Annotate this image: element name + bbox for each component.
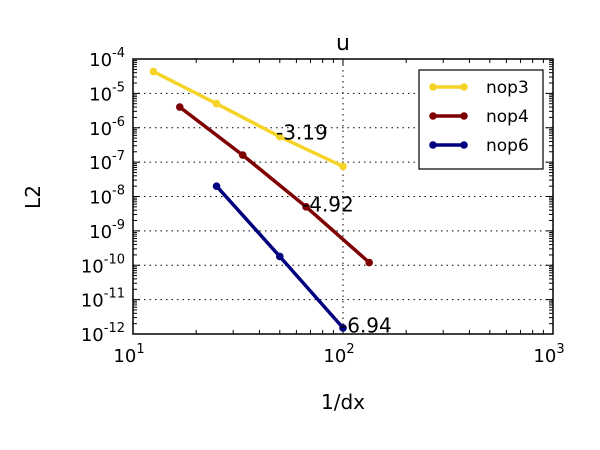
legend-label: nop6 bbox=[486, 136, 529, 156]
y-axis-label: L2 bbox=[21, 185, 45, 209]
grid-lines bbox=[133, 59, 553, 334]
y-tick-label: 10-12 bbox=[81, 321, 125, 346]
y-tick-label: 10-4 bbox=[89, 46, 125, 71]
data-point bbox=[149, 67, 158, 76]
data-point bbox=[212, 182, 221, 190]
series-nop3 bbox=[149, 67, 347, 171]
series-layer bbox=[149, 67, 374, 332]
data-point bbox=[339, 324, 347, 332]
plot-frame bbox=[132, 58, 554, 335]
x-axis-label: 1/dx bbox=[321, 390, 365, 414]
legend-item-nop6: nop6 bbox=[429, 136, 529, 156]
legend-item-nop4: nop4 bbox=[429, 107, 529, 127]
y-tick-label: 10-5 bbox=[89, 80, 125, 105]
data-point bbox=[238, 151, 247, 159]
legend-label: nop4 bbox=[486, 107, 529, 127]
y-tick-label: 10-6 bbox=[89, 115, 125, 140]
x-tick-label: 102 bbox=[323, 342, 354, 367]
x-tick-label: 101 bbox=[113, 342, 144, 367]
data-point bbox=[365, 258, 374, 267]
slope-label: -4.92 bbox=[302, 193, 354, 217]
series-nop6 bbox=[212, 182, 347, 332]
y-tick-labels: 10-4 10-5 10-6 10-7 10-8 10-9 10-10 10-11 10-12 bbox=[81, 46, 125, 346]
data-point bbox=[275, 252, 284, 261]
x-tick-label: 103 bbox=[533, 342, 564, 367]
slope-label: -3.19 bbox=[276, 121, 328, 145]
data-point bbox=[175, 103, 184, 111]
legend-label: nop3 bbox=[486, 78, 529, 98]
y-tick-label: 10-9 bbox=[89, 218, 125, 243]
data-point bbox=[275, 132, 284, 141]
x-tick-labels: 101 102 103 bbox=[113, 342, 564, 367]
data-point bbox=[302, 203, 310, 211]
series-nop4 bbox=[175, 103, 374, 267]
y-tick-label: 10-7 bbox=[89, 149, 125, 174]
y-tick-label: 10-11 bbox=[81, 287, 125, 312]
chart-title: u bbox=[336, 31, 350, 56]
legend-item-nop3: nop3 bbox=[429, 78, 529, 98]
y-tick-label: 10-10 bbox=[81, 252, 125, 277]
y-tick-label: 10-8 bbox=[89, 184, 125, 209]
data-point bbox=[339, 162, 347, 171]
data-point bbox=[212, 99, 221, 108]
legend: nop3 nop4 nop6 bbox=[418, 69, 544, 170]
